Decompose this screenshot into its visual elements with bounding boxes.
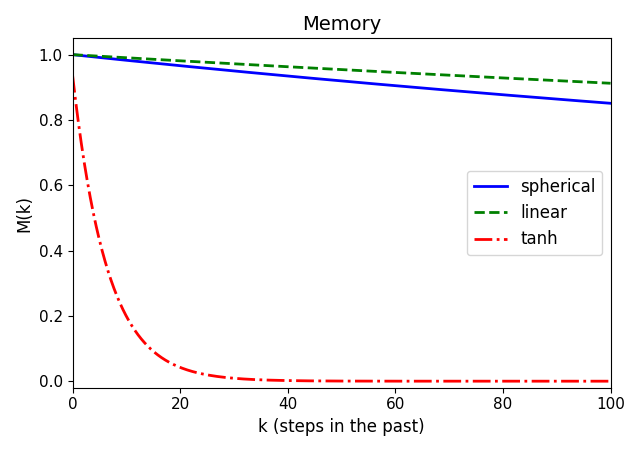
linear (492, 75, 500, 80)
spherical (330, 78, 338, 83)
linear (591, 80, 598, 85)
spherical (68, 52, 76, 57)
tanh (68, 72, 76, 78)
linear (607, 81, 614, 86)
Line: linear: linear (72, 55, 611, 83)
tanh (96, 239, 104, 245)
Legend: spherical, linear, tanh: spherical, linear, tanh (467, 171, 602, 255)
spherical (591, 99, 598, 105)
Line: tanh: tanh (72, 75, 611, 381)
Y-axis label: M(k): M(k) (15, 194, 33, 231)
linear (316, 66, 324, 71)
tanh (591, 378, 599, 384)
spherical (492, 92, 500, 97)
linear (96, 54, 104, 59)
tanh (591, 378, 598, 384)
X-axis label: k (steps in the past): k (steps in the past) (258, 418, 425, 436)
spherical (607, 101, 614, 106)
linear (68, 52, 76, 57)
tanh (492, 378, 500, 384)
tanh (316, 378, 324, 384)
spherical (591, 99, 599, 105)
linear (591, 80, 599, 85)
tanh (330, 378, 338, 384)
spherical (96, 55, 104, 60)
spherical (316, 76, 324, 82)
Title: Memory: Memory (302, 15, 381, 34)
linear (330, 66, 338, 72)
Line: spherical: spherical (72, 55, 611, 103)
tanh (607, 378, 614, 384)
